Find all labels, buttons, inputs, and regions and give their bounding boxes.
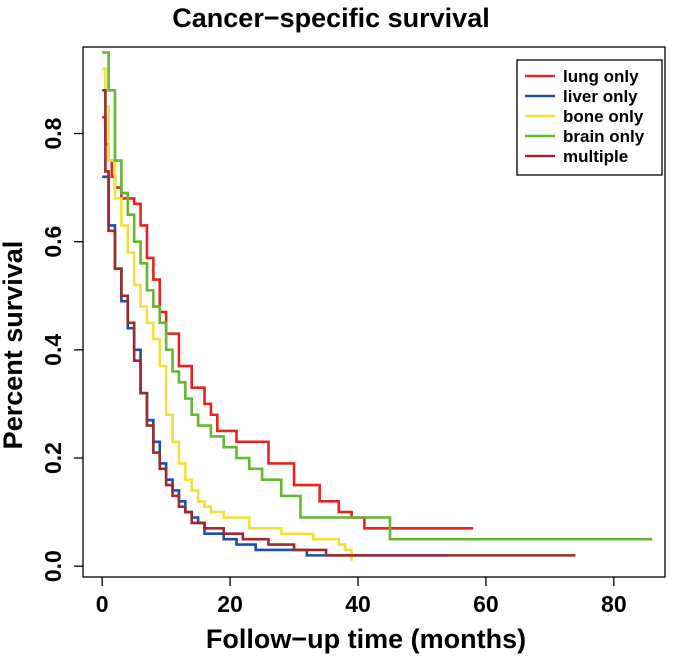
legend-label: lung only — [563, 67, 639, 86]
y-tick-label: 0.8 — [40, 117, 66, 149]
chart-title: Cancer−specific survival — [172, 3, 489, 33]
y-tick-label: 0.6 — [40, 226, 66, 258]
y-tick-label: 0.4 — [40, 334, 66, 366]
y-tick-label: 0.0 — [40, 550, 66, 582]
x-tick-label: 20 — [217, 591, 243, 617]
x-tick-label: 0 — [96, 591, 109, 617]
series-line-liver-only — [102, 175, 448, 557]
x-axis: 0 20 40 60 80 — [96, 577, 627, 617]
legend-label: liver only — [563, 87, 638, 106]
legend-label: multiple — [563, 147, 628, 166]
y-tick-label: 0.2 — [40, 442, 66, 474]
x-tick-label: 40 — [345, 591, 371, 617]
series-layer — [102, 51, 653, 561]
x-tick-label: 80 — [601, 591, 627, 617]
y-axis-label: Percent survival — [0, 241, 28, 450]
series-line-brain-only — [102, 51, 653, 541]
x-axis-label: Follow−up time (months) — [206, 624, 526, 654]
series-line-lung-only — [102, 116, 474, 530]
y-axis: 0.0 0.2 0.4 0.6 0.8 — [40, 117, 83, 582]
plot-frame — [82, 46, 666, 578]
series-line-multiple — [102, 88, 576, 557]
legend-box — [516, 59, 663, 176]
legend-label: brain only — [563, 127, 645, 146]
x-tick-label: 60 — [473, 591, 499, 617]
legend-label: bone only — [563, 107, 644, 126]
series-line-bone-only — [102, 67, 353, 561]
